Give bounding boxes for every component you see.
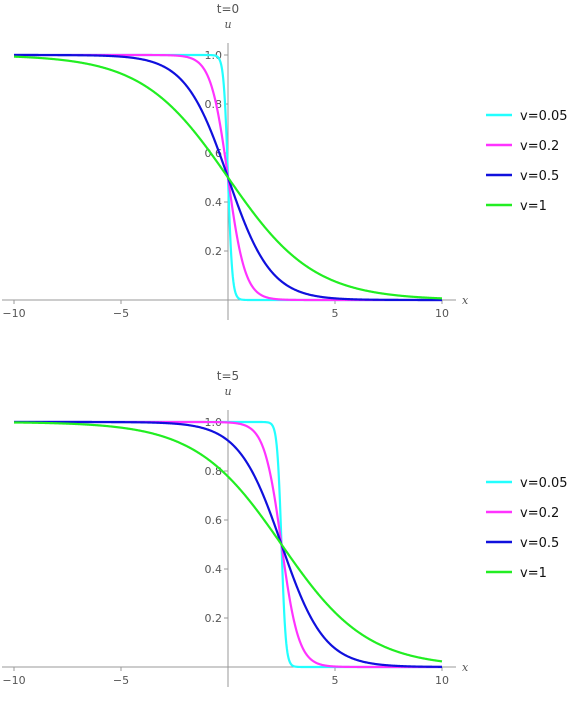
x-tick-label: −10 [2,307,25,320]
y-tick-label: 0.2 [205,612,223,625]
x-tick-label: 10 [435,674,449,687]
legend-label: v=0.5 [520,169,559,184]
chart-title: t=5 [217,369,239,383]
y-axis-label: u [224,18,231,31]
chart-panel-t0: −10 −5 5 10 0.2 0.4 0.6 0.8 1.0 t=0 u x v=0.05 v=0.2 v… [0,0,574,344]
legend-label: v=0.05 [520,476,568,491]
x-tick-label: −5 [113,674,129,687]
x-tick-label: −10 [2,674,25,687]
y-axis-label: u [224,385,231,398]
legend-label: v=1 [520,566,547,581]
chart-panel-t5: −10 −5 5 10 0.2 0.4 0.6 0.8 1.0 t=5 u x v=0.05 v=0.2 v… [0,367,574,711]
x-tick-label: 10 [435,307,449,320]
x-tick-label: −5 [113,307,129,320]
legend-label: v=0.5 [520,536,559,551]
x-tick-label: 5 [332,674,339,687]
legend-label: v=1 [520,199,547,214]
x-axis-label: x [462,661,469,674]
chart-svg: −10 −5 5 100.20.40.60.81.0t=5uxv=0.05v=0.2v… [2,369,568,687]
y-tick-label: 0.6 [205,514,223,527]
y-tick-label: 0.2 [205,245,223,258]
y-tick-label: 0.4 [205,563,223,576]
y-tick-label: 0.4 [205,196,223,209]
chart-svg: −10 −5 5 100.20.40.60.81.0t=0uxv=0.05v=0.2v… [2,2,568,320]
chart-title: t=0 [217,2,239,16]
legend-label: v=0.05 [520,109,568,124]
legend-label: v=0.2 [520,506,559,521]
series-line-v-1 [13,55,443,300]
x-tick-label: 5 [332,307,339,320]
y-tick-label: 0.8 [205,98,223,111]
y-tick-label: 0.8 [205,465,223,478]
legend-label: v=0.2 [520,139,559,154]
series-line-v-1 [13,421,443,663]
series-line-v-0-5 [14,420,442,668]
x-axis-label: x [462,294,469,307]
